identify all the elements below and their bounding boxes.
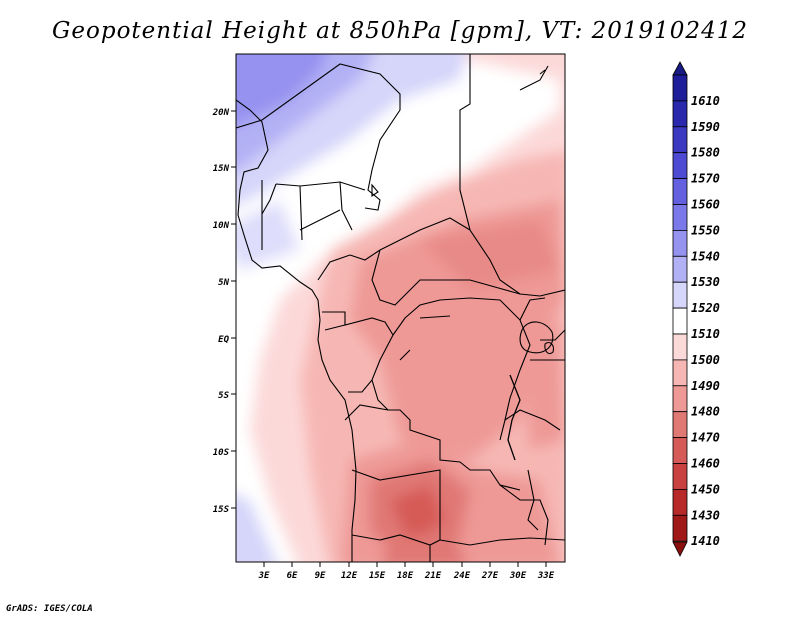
colorbar-label: 1530 [691, 275, 720, 289]
colorbar-swatch [672, 463, 688, 490]
colorbar-label: 1610 [691, 94, 720, 108]
colorbar-swatch [672, 411, 688, 439]
colorbar-top-arrow [672, 61, 688, 76]
colorbar-label: 1510 [691, 327, 720, 341]
colorbar-swatch [672, 126, 688, 154]
lat-label: 20N [212, 108, 230, 118]
lon-label: 33E [537, 571, 555, 581]
colorbar-label: 1460 [691, 457, 720, 471]
lat-label: 10S [213, 448, 230, 458]
colorbar-swatch [672, 255, 688, 283]
lat-label: 15S [213, 505, 230, 515]
colorbar-swatch [672, 437, 688, 464]
lat-label: 15N [213, 164, 230, 174]
chart-title: Geopotential Height at 850hPa [gpm], VT:… [52, 18, 748, 44]
colorbar-label: 1410 [691, 534, 720, 548]
coastlines-borders [236, 54, 565, 562]
lon-label: 15E [369, 571, 386, 581]
lon-label: 3E [258, 571, 270, 581]
lon-label: 21E [424, 571, 442, 581]
lon-label: 18E [397, 571, 414, 581]
colorbar-label: 1450 [691, 482, 720, 496]
lat-axis: 20N 15N 10N 5N EQ 5S 10S 15S [212, 108, 236, 515]
colorbar-label: 1590 [691, 120, 720, 134]
colorbar-swatch [672, 229, 688, 257]
colorbar-label: 1550 [691, 223, 720, 237]
colorbar-label: 1500 [691, 353, 720, 367]
colorbar-label: 1570 [691, 172, 720, 186]
colorbar-label: 1480 [691, 405, 720, 419]
lat-label: 5N [218, 278, 229, 288]
colorbar-swatch [672, 100, 688, 128]
colorbar-label: 1470 [691, 431, 720, 445]
colorbar-swatch [672, 307, 688, 335]
lon-label: 24E [453, 571, 471, 581]
lon-label: 6E [287, 571, 298, 581]
lon-label: 27E [481, 571, 499, 581]
colorbar-label: 1560 [691, 198, 720, 212]
colorbar-swatch [672, 281, 688, 309]
colorbar: 1610 1590 1580 1570 1560 1550 1540 1530 1520 1510… [672, 61, 720, 557]
lat-label: 10N [213, 221, 230, 231]
lat-label: 5S [218, 391, 229, 401]
colorbar-swatch [672, 178, 688, 205]
colorbar-swatch [672, 488, 688, 516]
colorbar-swatch [672, 74, 688, 102]
colorbar-swatch [672, 152, 688, 179]
colorbar-label: 1580 [691, 146, 720, 160]
colorbar-swatch [672, 514, 688, 542]
colorbar-swatch [672, 204, 688, 231]
colorbar-label: 1540 [691, 249, 720, 263]
lon-axis: 3E 6E 9E 12E 15E 18E 21E 24E 27E 30E 33E [258, 562, 555, 581]
map-frame [235, 53, 566, 563]
lon-label: 12E [341, 571, 358, 581]
colorbar-label: 1430 [691, 508, 720, 522]
colorbar-label: 1520 [691, 301, 720, 315]
footer-credit: GrADS: IGES/COLA [6, 604, 93, 614]
lon-label: 9E [315, 571, 326, 581]
height-field [236, 54, 565, 562]
colorbar-swatch [672, 359, 688, 387]
lat-label: EQ [218, 335, 229, 345]
lon-label: 30E [509, 571, 527, 581]
colorbar-swatch [672, 333, 688, 361]
colorbar-label: 1490 [691, 379, 720, 393]
colorbar-swatch [672, 385, 688, 413]
colorbar-bottom-arrow [672, 541, 688, 557]
